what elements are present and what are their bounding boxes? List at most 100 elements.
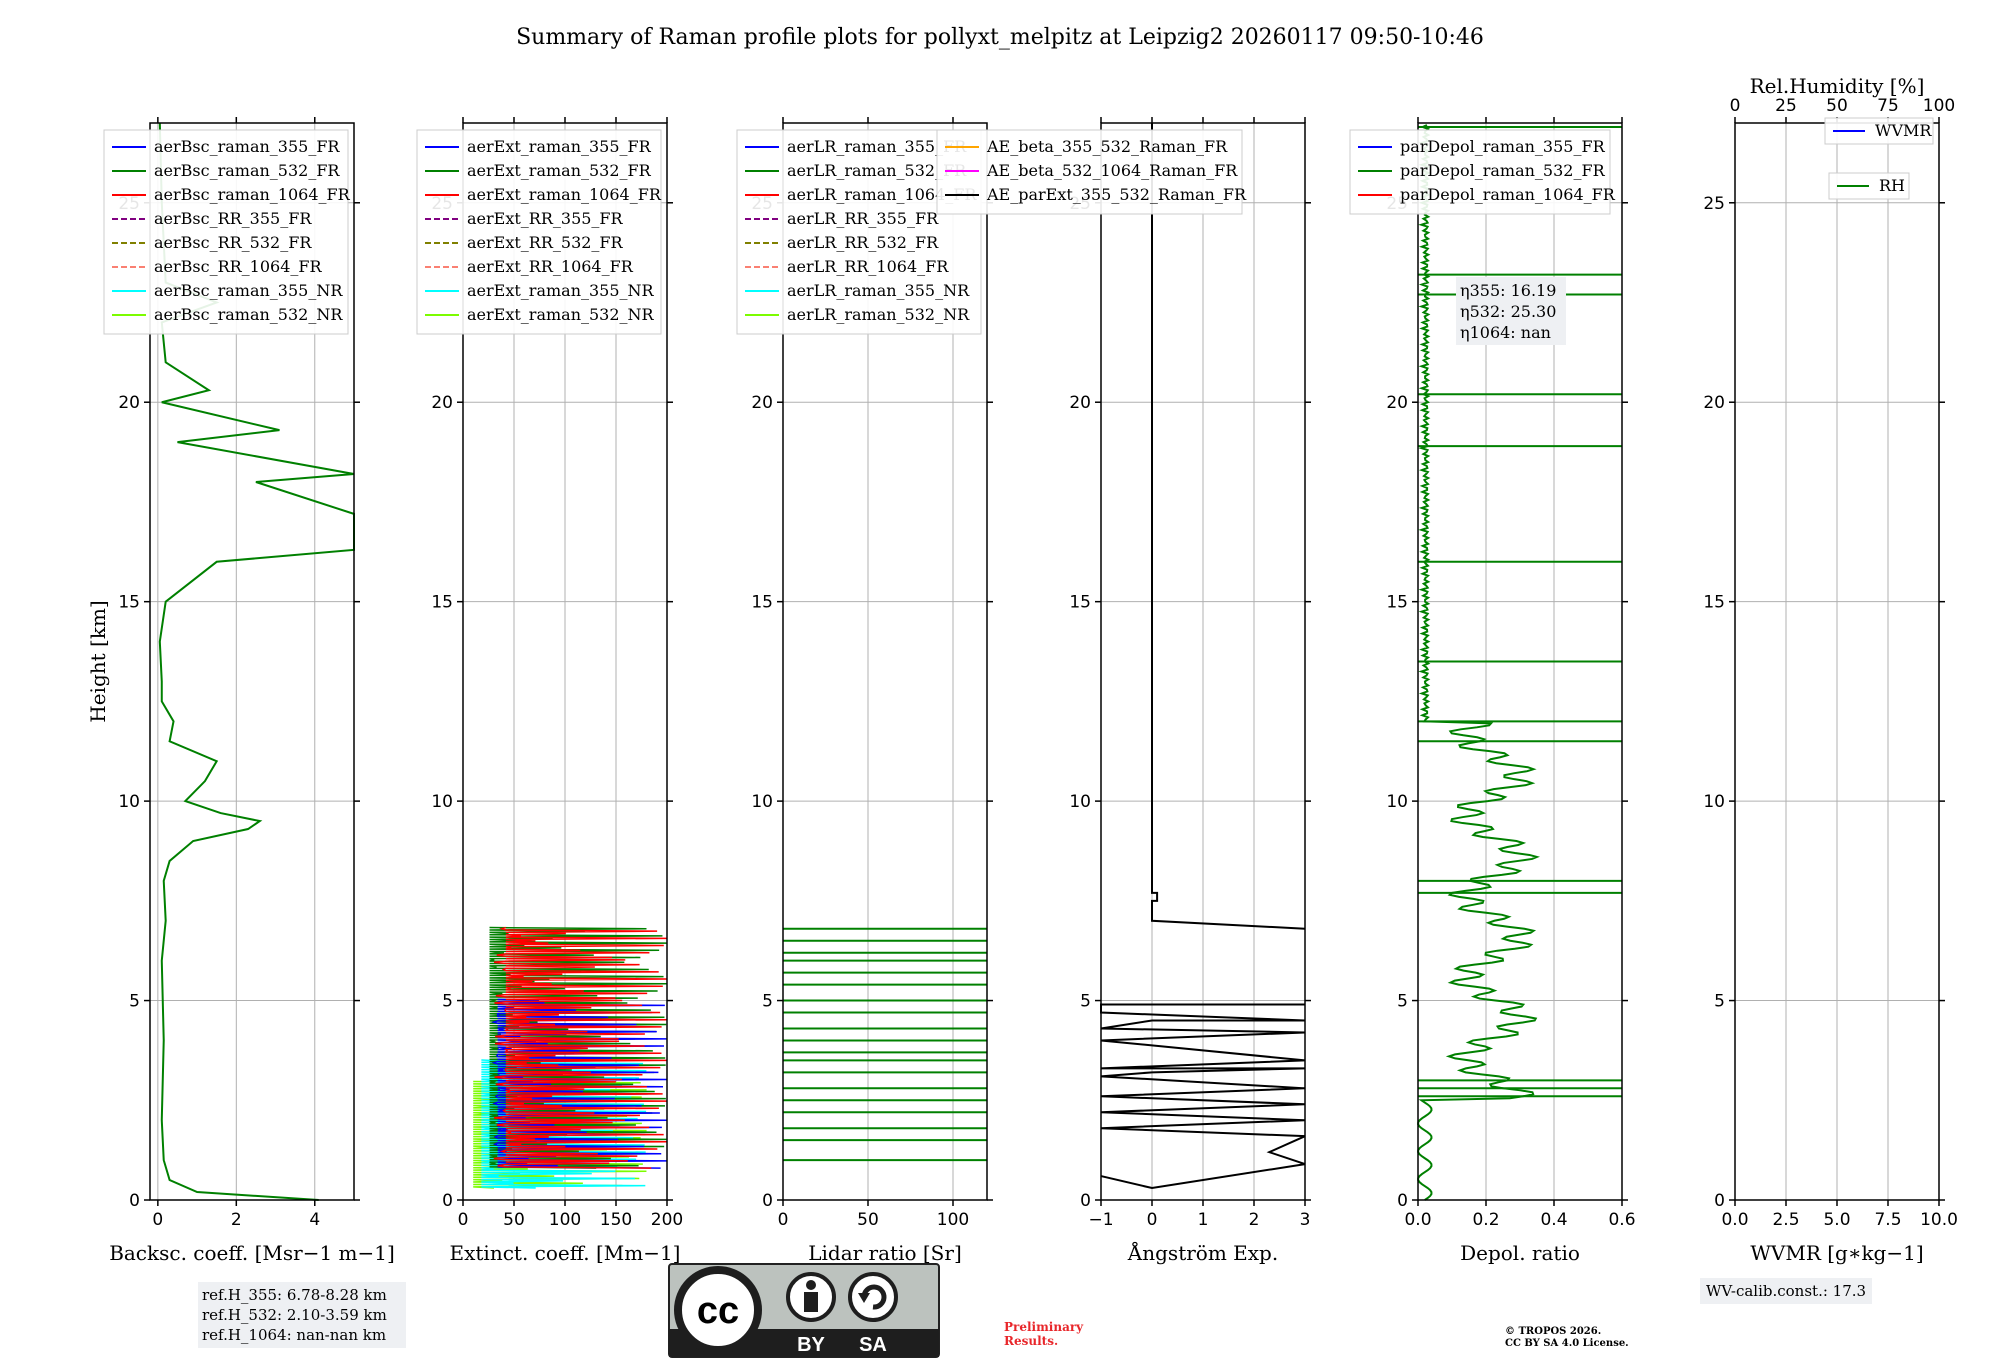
y-tick-label: 15 xyxy=(1386,593,1408,613)
cc-logo-text: cc xyxy=(697,1290,739,1332)
x-tick-label: 5.0 xyxy=(1823,1210,1850,1230)
x-tick-label: 200 xyxy=(651,1210,683,1230)
x-tick-label: 0.2 xyxy=(1472,1210,1499,1230)
cc-by-sa-badge: cc BY SA xyxy=(668,1263,940,1358)
x-axis-label: Extinct. coeff. [Mm−1] xyxy=(450,1241,681,1265)
legend: parDepol_raman_355_FR parDepol_raman_532_… xyxy=(1349,129,1616,215)
legend-label: aerBsc_RR_532_FR xyxy=(154,233,312,252)
x-tick-label: 50 xyxy=(503,1210,525,1230)
axes-frame xyxy=(149,122,355,1201)
x-tick-label: 50 xyxy=(857,1210,879,1230)
legend-label: aerLR_raman_532_FR xyxy=(787,161,967,180)
y-tick-label: 20 xyxy=(431,393,453,413)
legend-label: aerBsc_raman_355_NR xyxy=(154,281,343,300)
x-tick-label: 4 xyxy=(309,1210,320,1230)
legend-label: AE_beta_532_1064_Raman_FR xyxy=(986,161,1238,180)
x-tick-label: 0 xyxy=(458,1210,469,1230)
legend: AE_beta_355_532_Raman_FR AE_beta_532_1064… xyxy=(936,129,1247,215)
panel-bsc: 0510152025024Backsc. coeff. [Msr−1 m−1]H… xyxy=(86,117,395,1265)
y-tick-label: 25 xyxy=(1703,194,1725,214)
y-tick-label: 10 xyxy=(431,792,453,812)
eta-label: η355: 16.19 xyxy=(1460,281,1556,300)
y-tick-label: 0 xyxy=(442,1191,453,1211)
legend-label: aerExt_raman_355_NR xyxy=(467,281,655,300)
copyright-line-1: © TROPOS 2026. xyxy=(1505,1326,1602,1337)
legend-label: parDepol_raman_355_FR xyxy=(1400,137,1606,156)
x-axis-label: Ångström Exp. xyxy=(1127,1240,1278,1265)
legend-box xyxy=(936,129,1243,215)
y-tick-label: 0 xyxy=(129,1191,140,1211)
y-axis-label: Height [km] xyxy=(86,600,110,722)
x2-tick-label: 0 xyxy=(1730,96,1741,116)
y-tick-label: 0 xyxy=(1714,1191,1725,1211)
legend-label: parDepol_raman_1064_FR xyxy=(1400,185,1616,204)
x-axis-label: WVMR [g∗kg−1] xyxy=(1750,1241,1923,1265)
x-tick-label: 150 xyxy=(600,1210,632,1230)
legend-label: aerExt_raman_1064_FR xyxy=(467,185,662,204)
y-tick-label: 5 xyxy=(1714,992,1725,1012)
legend-label: aerExt_RR_532_FR xyxy=(467,233,624,252)
x-tick-label: 100 xyxy=(549,1210,581,1230)
x-tick-label: 0.0 xyxy=(1404,1210,1431,1230)
legend-label: aerBsc_RR_355_FR xyxy=(154,209,312,228)
x-tick-label: −1 xyxy=(1088,1210,1113,1230)
cc-logo-icon xyxy=(674,1266,762,1354)
axes-frame xyxy=(782,122,988,1201)
sa-label: SA xyxy=(859,1334,887,1356)
x2-tick-label: 100 xyxy=(1923,96,1955,116)
x-tick-label: 0 xyxy=(152,1210,163,1230)
legend-label: aerBsc_raman_1064_FR xyxy=(154,185,351,204)
x-tick-label: 2.5 xyxy=(1772,1210,1799,1230)
legend-label: aerExt_raman_532_NR xyxy=(467,305,655,324)
eta-label: η1064: nan xyxy=(1460,323,1551,342)
y-tick-label: 15 xyxy=(118,593,140,613)
x-tick-label: 100 xyxy=(937,1210,969,1230)
panel-lr: 0510152025050100Lidar ratio [Sr]aerLR_ra… xyxy=(736,117,993,1265)
legend-label: aerLR_RR_355_FR xyxy=(787,209,939,228)
legend-label: aerLR_raman_532_NR xyxy=(787,305,970,324)
y-tick-label: 10 xyxy=(1703,792,1725,812)
legend-label: aerLR_raman_355_FR xyxy=(787,137,967,156)
legend-box xyxy=(103,129,349,335)
series-ae-upper xyxy=(1151,123,1306,930)
y-tick-label: 0 xyxy=(762,1191,773,1211)
x-tick-label: 2 xyxy=(1249,1210,1260,1230)
legend-label: aerLR_RR_1064_FR xyxy=(787,257,949,276)
legend: aerBsc_raman_355_FR aerBsc_raman_532_FRae… xyxy=(103,129,351,335)
legend-label: WVMR xyxy=(1875,121,1932,140)
legend-label: aerExt_RR_1064_FR xyxy=(467,257,634,276)
x-tick-label: 10.0 xyxy=(1920,1210,1958,1230)
copyright-note: © TROPOS 2026. CC BY SA 4.0 License. xyxy=(1505,1326,1629,1350)
series-ae-lower xyxy=(1100,1003,1306,1190)
x-tick-label: 0 xyxy=(778,1210,789,1230)
legend-label: aerExt_RR_355_FR xyxy=(467,209,624,228)
legend-box xyxy=(1824,117,1934,145)
x-tick-label: 2 xyxy=(231,1210,242,1230)
panels: 0510152025024Backsc. coeff. [Msr−1 m−1]H… xyxy=(86,74,1958,1265)
x-tick-label: 1 xyxy=(1198,1210,1209,1230)
y-tick-label: 5 xyxy=(762,992,773,1012)
legend-label: aerExt_raman_532_FR xyxy=(467,161,652,180)
preliminary-line-1: Preliminary xyxy=(1004,1320,1084,1334)
series-aerBsc_raman_532_FR xyxy=(158,122,355,1201)
y-tick-label: 10 xyxy=(118,792,140,812)
x-tick-label: 7.5 xyxy=(1874,1210,1901,1230)
preliminary-line-2: Results. xyxy=(1004,1334,1059,1348)
x-tick-label: 0 xyxy=(1147,1210,1158,1230)
eta-label: η532: 25.30 xyxy=(1460,302,1556,321)
y-tick-label: 0 xyxy=(1080,1191,1091,1211)
y-tick-label: 5 xyxy=(1080,992,1091,1012)
x2-axis-label: Rel.Humidity [%] xyxy=(1750,74,1925,98)
x-axis-label: Backsc. coeff. [Msr−1 m−1] xyxy=(109,1241,395,1265)
legend-label: aerBsc_raman_532_NR xyxy=(154,305,343,324)
x2-tick-label: 50 xyxy=(1826,96,1848,116)
by-label: BY xyxy=(797,1334,825,1356)
y-tick-label: 20 xyxy=(1703,393,1725,413)
axes-frame xyxy=(1417,122,1623,1201)
y-tick-label: 0 xyxy=(1397,1191,1408,1211)
y-tick-label: 10 xyxy=(1386,792,1408,812)
figure-title: Summary of Raman profile plots for polly… xyxy=(516,25,1484,50)
ref-height-532: ref.H_532: 2.10-3.59 km xyxy=(202,1306,387,1324)
